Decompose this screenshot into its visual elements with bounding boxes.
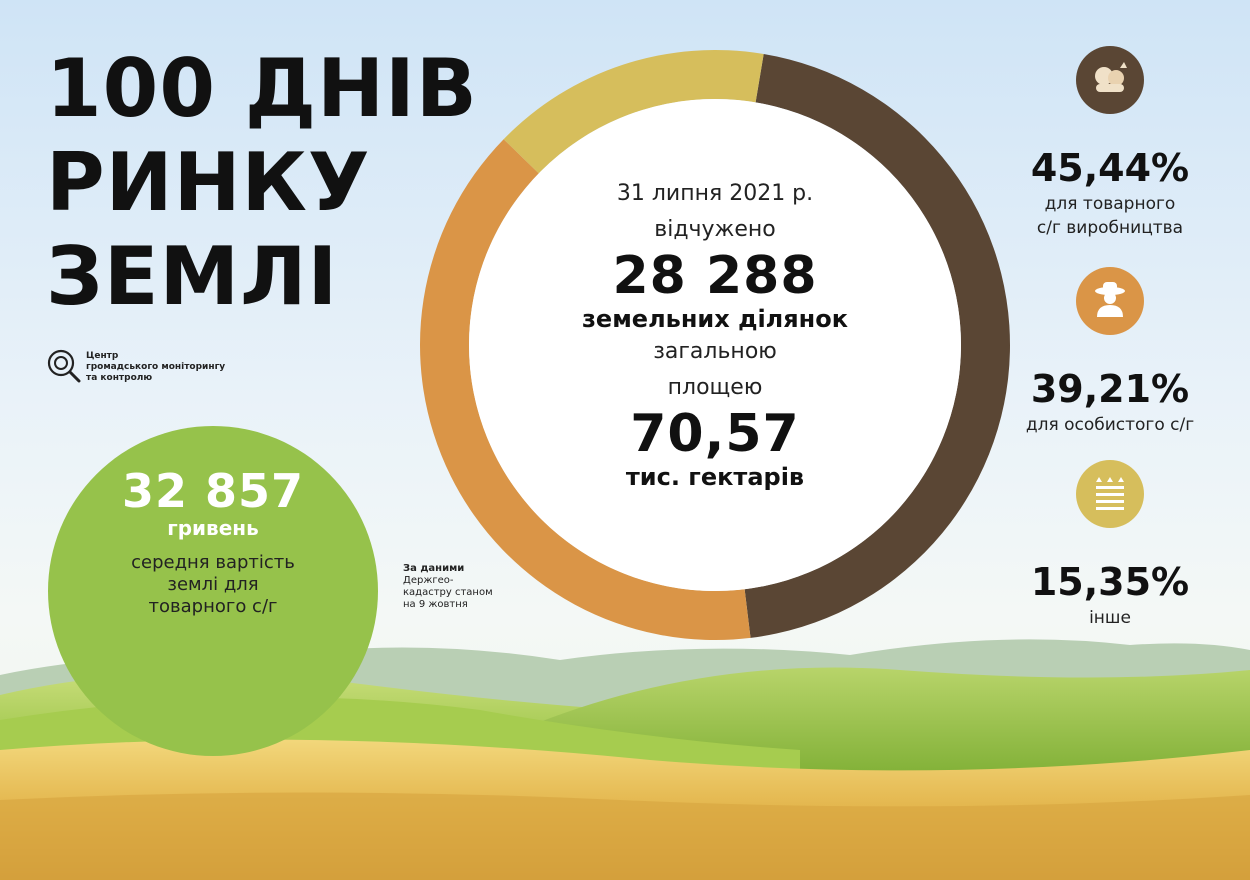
farmer-icon	[1076, 267, 1144, 335]
stat-commercial-percent: 45,44%	[1030, 146, 1190, 190]
title-line-3: ЗЕМЛІ	[46, 230, 339, 323]
average-price-description: середня вартість землі для товарного с/г	[48, 552, 378, 618]
title-line-2: РИНКУ	[46, 136, 371, 229]
area-label-2: площею	[667, 375, 763, 400]
stat-other: 15,35% інше	[995, 460, 1225, 630]
stat-personal: 39,21% для особистого с/г	[995, 267, 1225, 437]
source-line-1: За даними	[403, 563, 465, 574]
logo-line-2: громадського моніторингу	[86, 362, 226, 372]
logo-line-3: та контролю	[86, 373, 153, 383]
area-unit: тис. гектарів	[625, 463, 805, 491]
page-title: 100 ДНІВ РИНКУ ЗЕМЛІ	[46, 42, 478, 324]
stat-personal-label-1: для особистого с/г	[1025, 415, 1195, 435]
donut-slice-1	[744, 54, 1010, 638]
parcels-label: земельних ділянок	[581, 305, 849, 333]
price-desc-line-2: землі для	[167, 574, 259, 595]
area-label-1: загальною	[653, 339, 777, 364]
parcels-count: 28 288	[612, 246, 818, 306]
average-price-value: 32 857	[121, 464, 305, 518]
stat-commercial: 45,44% для товарного с/г виробництва	[995, 46, 1225, 240]
donut-slice-2	[420, 139, 751, 640]
summary-date: 31 липня 2021 р.	[616, 181, 814, 206]
stat-personal-percent: 39,21%	[1030, 367, 1190, 411]
source-line-2: Держгео-	[403, 575, 454, 586]
area-value: 70,57	[630, 404, 800, 464]
stat-commercial-label-1: для товарного	[1044, 194, 1176, 214]
price-desc-line-1: середня вартість	[131, 552, 295, 573]
land-use-donut-chart	[420, 50, 1010, 640]
average-price-unit: гривень	[167, 516, 259, 540]
summary-verb: відчужено	[654, 217, 776, 242]
magnifier-logo-icon	[47, 349, 81, 383]
organization-logo: Центр громадського моніторингу та контро…	[46, 348, 286, 388]
source-line-3: кадастру станом	[403, 587, 493, 598]
logo-line-1: Центр	[86, 351, 119, 361]
price-desc-line-3: товарного с/г	[148, 596, 278, 617]
average-price-badge: 32 857 гривень середня вартість землі дл…	[48, 426, 378, 756]
source-note: За даними Держгео- кадастру станом на 9 …	[403, 563, 493, 611]
donut-center-summary: 31 липня 2021 р. відчужено 28 288 земель…	[470, 176, 960, 492]
source-line-4: на 9 жовтня	[403, 599, 468, 610]
field-icon	[1076, 460, 1144, 528]
stat-other-label-1: інше	[1089, 608, 1131, 628]
donut-hole	[469, 99, 961, 591]
vegetables-icon	[1076, 46, 1144, 114]
stat-commercial-label-2: с/г виробництва	[1036, 218, 1184, 238]
title-line-1: 100 ДНІВ	[46, 42, 478, 135]
stat-other-percent: 15,35%	[1030, 560, 1190, 604]
donut-slice-3	[503, 50, 764, 174]
